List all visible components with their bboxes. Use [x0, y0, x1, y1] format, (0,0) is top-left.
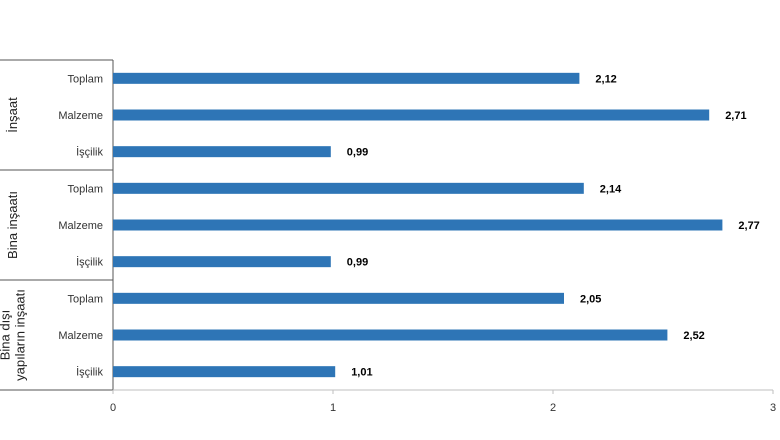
bars: Toplam 2,12 Malzeme 2,71 İşçilik 0,99 Toplam 2,…	[58, 72, 760, 379]
x-tick-label: 3	[770, 402, 776, 414]
bar	[113, 219, 723, 231]
group-label: Bina inşaatı	[5, 191, 20, 259]
data-label: 2,05	[580, 293, 601, 305]
x-tick-label: 2	[550, 402, 556, 414]
group-label: İnşaat	[5, 97, 20, 133]
category-label: Toplam	[68, 183, 103, 195]
category-label: Toplam	[68, 73, 103, 85]
bar	[113, 329, 668, 341]
x-axis-ticks: 0 1 2 3	[110, 390, 776, 414]
data-label: 1,01	[351, 367, 372, 379]
group-label: yapıların inşaatı	[13, 289, 28, 381]
category-label: Malzeme	[58, 110, 103, 122]
data-label: 2,12	[595, 73, 616, 85]
data-label: 2,14	[600, 183, 622, 195]
x-tick-label: 0	[110, 402, 116, 414]
data-label: 2,77	[738, 220, 759, 232]
bar	[113, 256, 331, 268]
bar	[113, 182, 584, 194]
category-label: Malzeme	[58, 330, 103, 342]
data-label: 0,99	[347, 257, 368, 269]
category-label: İşçilik	[76, 146, 103, 159]
bar	[113, 146, 331, 158]
category-label: Toplam	[68, 293, 103, 305]
x-tick-label: 1	[330, 402, 336, 414]
category-label: İşçilik	[76, 366, 103, 379]
bar	[113, 109, 710, 121]
bar	[113, 292, 564, 304]
data-label: 2,71	[725, 110, 746, 122]
data-label: 0,99	[347, 147, 368, 159]
data-label: 2,52	[683, 330, 704, 342]
group-label: Bina dışı	[0, 310, 13, 361]
bar	[113, 366, 336, 378]
category-label: İşçilik	[76, 256, 103, 269]
bar	[113, 72, 580, 84]
category-label: Malzeme	[58, 220, 103, 232]
group-labels: İnşaat Bina inşaatı Bina dışı yapıların inş…	[0, 97, 28, 381]
